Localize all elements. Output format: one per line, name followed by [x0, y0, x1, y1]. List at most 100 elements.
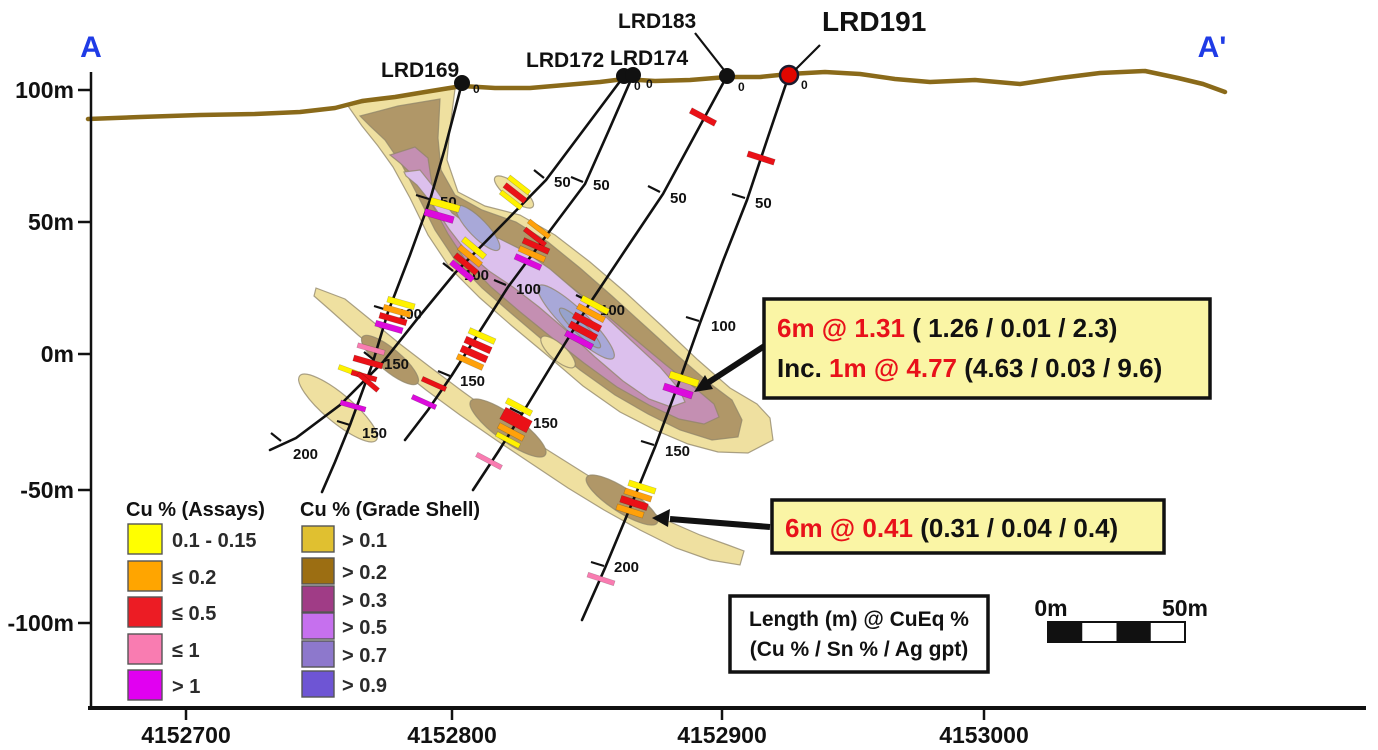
- trace-lrd174: [403, 73, 635, 442]
- legend-shell-swatch-0: [301, 525, 335, 553]
- callout-2-line: 6m @ 0.41 (0.31 / 0.04 / 0.4): [785, 513, 1118, 543]
- x-label-4152900: 4152900: [677, 722, 767, 748]
- callout-1-detail: ( 1.26 / 0.01 / 2.3): [905, 313, 1117, 343]
- assay-bar: [506, 174, 532, 196]
- assay-bar: [467, 327, 497, 345]
- collar-lrd174: [625, 67, 641, 83]
- legend-shell-swatch-3: [301, 612, 335, 640]
- ticklbl-lrd183-50: 50: [670, 190, 687, 207]
- tick-lrd183-150: [509, 407, 523, 415]
- callout-1-inc-grade: 1m @ 4.77: [829, 353, 957, 383]
- ticklbl-lrd183-100: 100: [600, 302, 625, 319]
- assay-bar: [455, 353, 485, 371]
- legend-shell-swatch-2: [301, 585, 335, 613]
- tick-lrd174-100: [493, 278, 507, 287]
- legend-assay-swatch-4: [127, 669, 163, 701]
- ticklbl-lrd191-150: 150: [665, 443, 690, 460]
- ticklbl-lrd172-50: 50: [554, 174, 571, 191]
- legend-assay-swatch-2: [127, 596, 163, 628]
- callout-interval-1: 6m @ 1.31 ( 1.26 / 0.01 / 2.3) Inc. 1m @…: [694, 297, 1212, 400]
- assay-bar: [410, 394, 438, 410]
- callout-1-grade: 6m @ 1.31: [777, 313, 905, 343]
- y-label-100m: 100m: [15, 77, 74, 103]
- y-label-neg50m: -50m: [20, 477, 74, 503]
- assay-bar: [627, 479, 657, 495]
- callout-interval-2: 6m @ 0.41 (0.31 / 0.04 / 0.4): [652, 498, 1166, 555]
- assay-bar: [386, 295, 416, 311]
- y-label-0m: 0m: [41, 341, 74, 367]
- callout-1-inc-prefix: Inc.: [777, 353, 829, 383]
- collar-zero-lrd191: 0: [801, 78, 808, 92]
- ticklbl-lrd174-50: 50: [593, 177, 610, 194]
- label-lrd191: LRD191: [822, 6, 926, 37]
- topography-line: [85, 68, 1228, 122]
- trace-lrd191: [580, 73, 791, 622]
- legend-assay-label-3: ≤ 1: [172, 640, 200, 662]
- tick-lrd191-150: [640, 439, 655, 447]
- assay-bar: [517, 245, 547, 263]
- y-label-neg100m: -100m: [8, 610, 74, 636]
- drillhole-labels: LRD169 LRD172 LRD174 LRD183 LRD191: [381, 6, 926, 82]
- callout-1-line-2: Inc. 1m @ 4.77 (4.63 / 0.03 / 9.6): [777, 353, 1162, 383]
- assay-bar: [378, 311, 408, 327]
- legend-shell-label-5: > 0.9: [342, 675, 387, 697]
- assay-bar: [459, 344, 489, 364]
- assay-bar: [499, 406, 533, 434]
- tick-lrd169-150: [336, 419, 351, 427]
- callout-2-detail: (0.31 / 0.04 / 0.4): [913, 513, 1118, 543]
- scale-bar-segment-1: [1048, 622, 1083, 642]
- assay-bar: [662, 382, 694, 400]
- assay-bar: [374, 319, 404, 335]
- collar-zero-lrd183: 0: [738, 80, 745, 94]
- assay-bar: [563, 329, 595, 351]
- assay-bar: [463, 335, 493, 355]
- assay-bar: [586, 571, 616, 587]
- assay-bar: [475, 451, 503, 471]
- ticklbl-lrd172-150: 150: [384, 356, 409, 373]
- legend-assays-title: Cu % (Assays): [126, 499, 265, 521]
- callout-1-inc-detail: (4.63 / 0.03 / 9.6): [957, 353, 1162, 383]
- assay-bar: [513, 253, 543, 271]
- assay-bar: [688, 107, 718, 127]
- y-label-50m: 50m: [28, 209, 74, 235]
- x-label-4153000: 4153000: [939, 722, 1029, 748]
- trace-lrd172: [268, 74, 626, 452]
- legend-grade-shell: Cu % (Grade Shell) > 0.1 > 0.2 > 0.3 > 0…: [300, 499, 480, 698]
- tick-lrd191-100: [685, 315, 700, 323]
- assay-bar: [423, 208, 455, 224]
- collar-zero-lrd174: 0: [646, 77, 653, 91]
- tick-lrd172-150: [363, 351, 375, 361]
- assay-bar: [339, 399, 367, 413]
- ticklbl-lrd169-150: 150: [362, 425, 387, 442]
- label-lrd172: LRD172: [526, 49, 604, 72]
- tick-lrd183-50: [647, 185, 661, 193]
- assay-bar: [623, 487, 653, 503]
- legend-assay-label-0: 0.1 - 0.15: [172, 530, 257, 552]
- ticklbl-lrd191-50: 50: [755, 195, 772, 212]
- legend-assay-swatch-3: [127, 633, 163, 665]
- axes: 100m 50m 0m -50m -100m 4152700 4152800 4…: [8, 72, 1366, 748]
- ticklbl-lrd172-200: 200: [293, 446, 318, 463]
- assay-intervals-lrd174: [410, 237, 551, 410]
- tick-lrd172-50: [533, 169, 545, 179]
- assay-bar: [429, 197, 461, 213]
- ticklbl-lrd174-100: 100: [516, 281, 541, 298]
- section-marker-a-prime: A': [1198, 31, 1227, 64]
- ticklbl-lrd191-100: 100: [711, 318, 736, 335]
- label-lrd169: LRD169: [381, 59, 459, 82]
- x-label-4152800: 4152800: [407, 722, 497, 748]
- label-lrd174: LRD174: [610, 47, 689, 70]
- assay-bar: [382, 303, 412, 319]
- assay-intervals-lrd191: [586, 150, 776, 587]
- x-label-4152700: 4152700: [141, 722, 231, 748]
- key-note-line-2: (Cu % / Sn % / Ag gpt): [750, 638, 969, 661]
- ticklbl-lrd174-150: 150: [460, 373, 485, 390]
- legend-assay-swatch-0: [127, 523, 163, 555]
- scale-bar-end-label: 50m: [1162, 595, 1208, 621]
- assay-intervals-lrd183: [475, 107, 718, 471]
- legend-shell-label-2: > 0.3: [342, 590, 387, 612]
- assay-bar: [521, 237, 551, 255]
- assay-bar: [668, 370, 700, 388]
- callout-2-arrowhead: [652, 509, 670, 527]
